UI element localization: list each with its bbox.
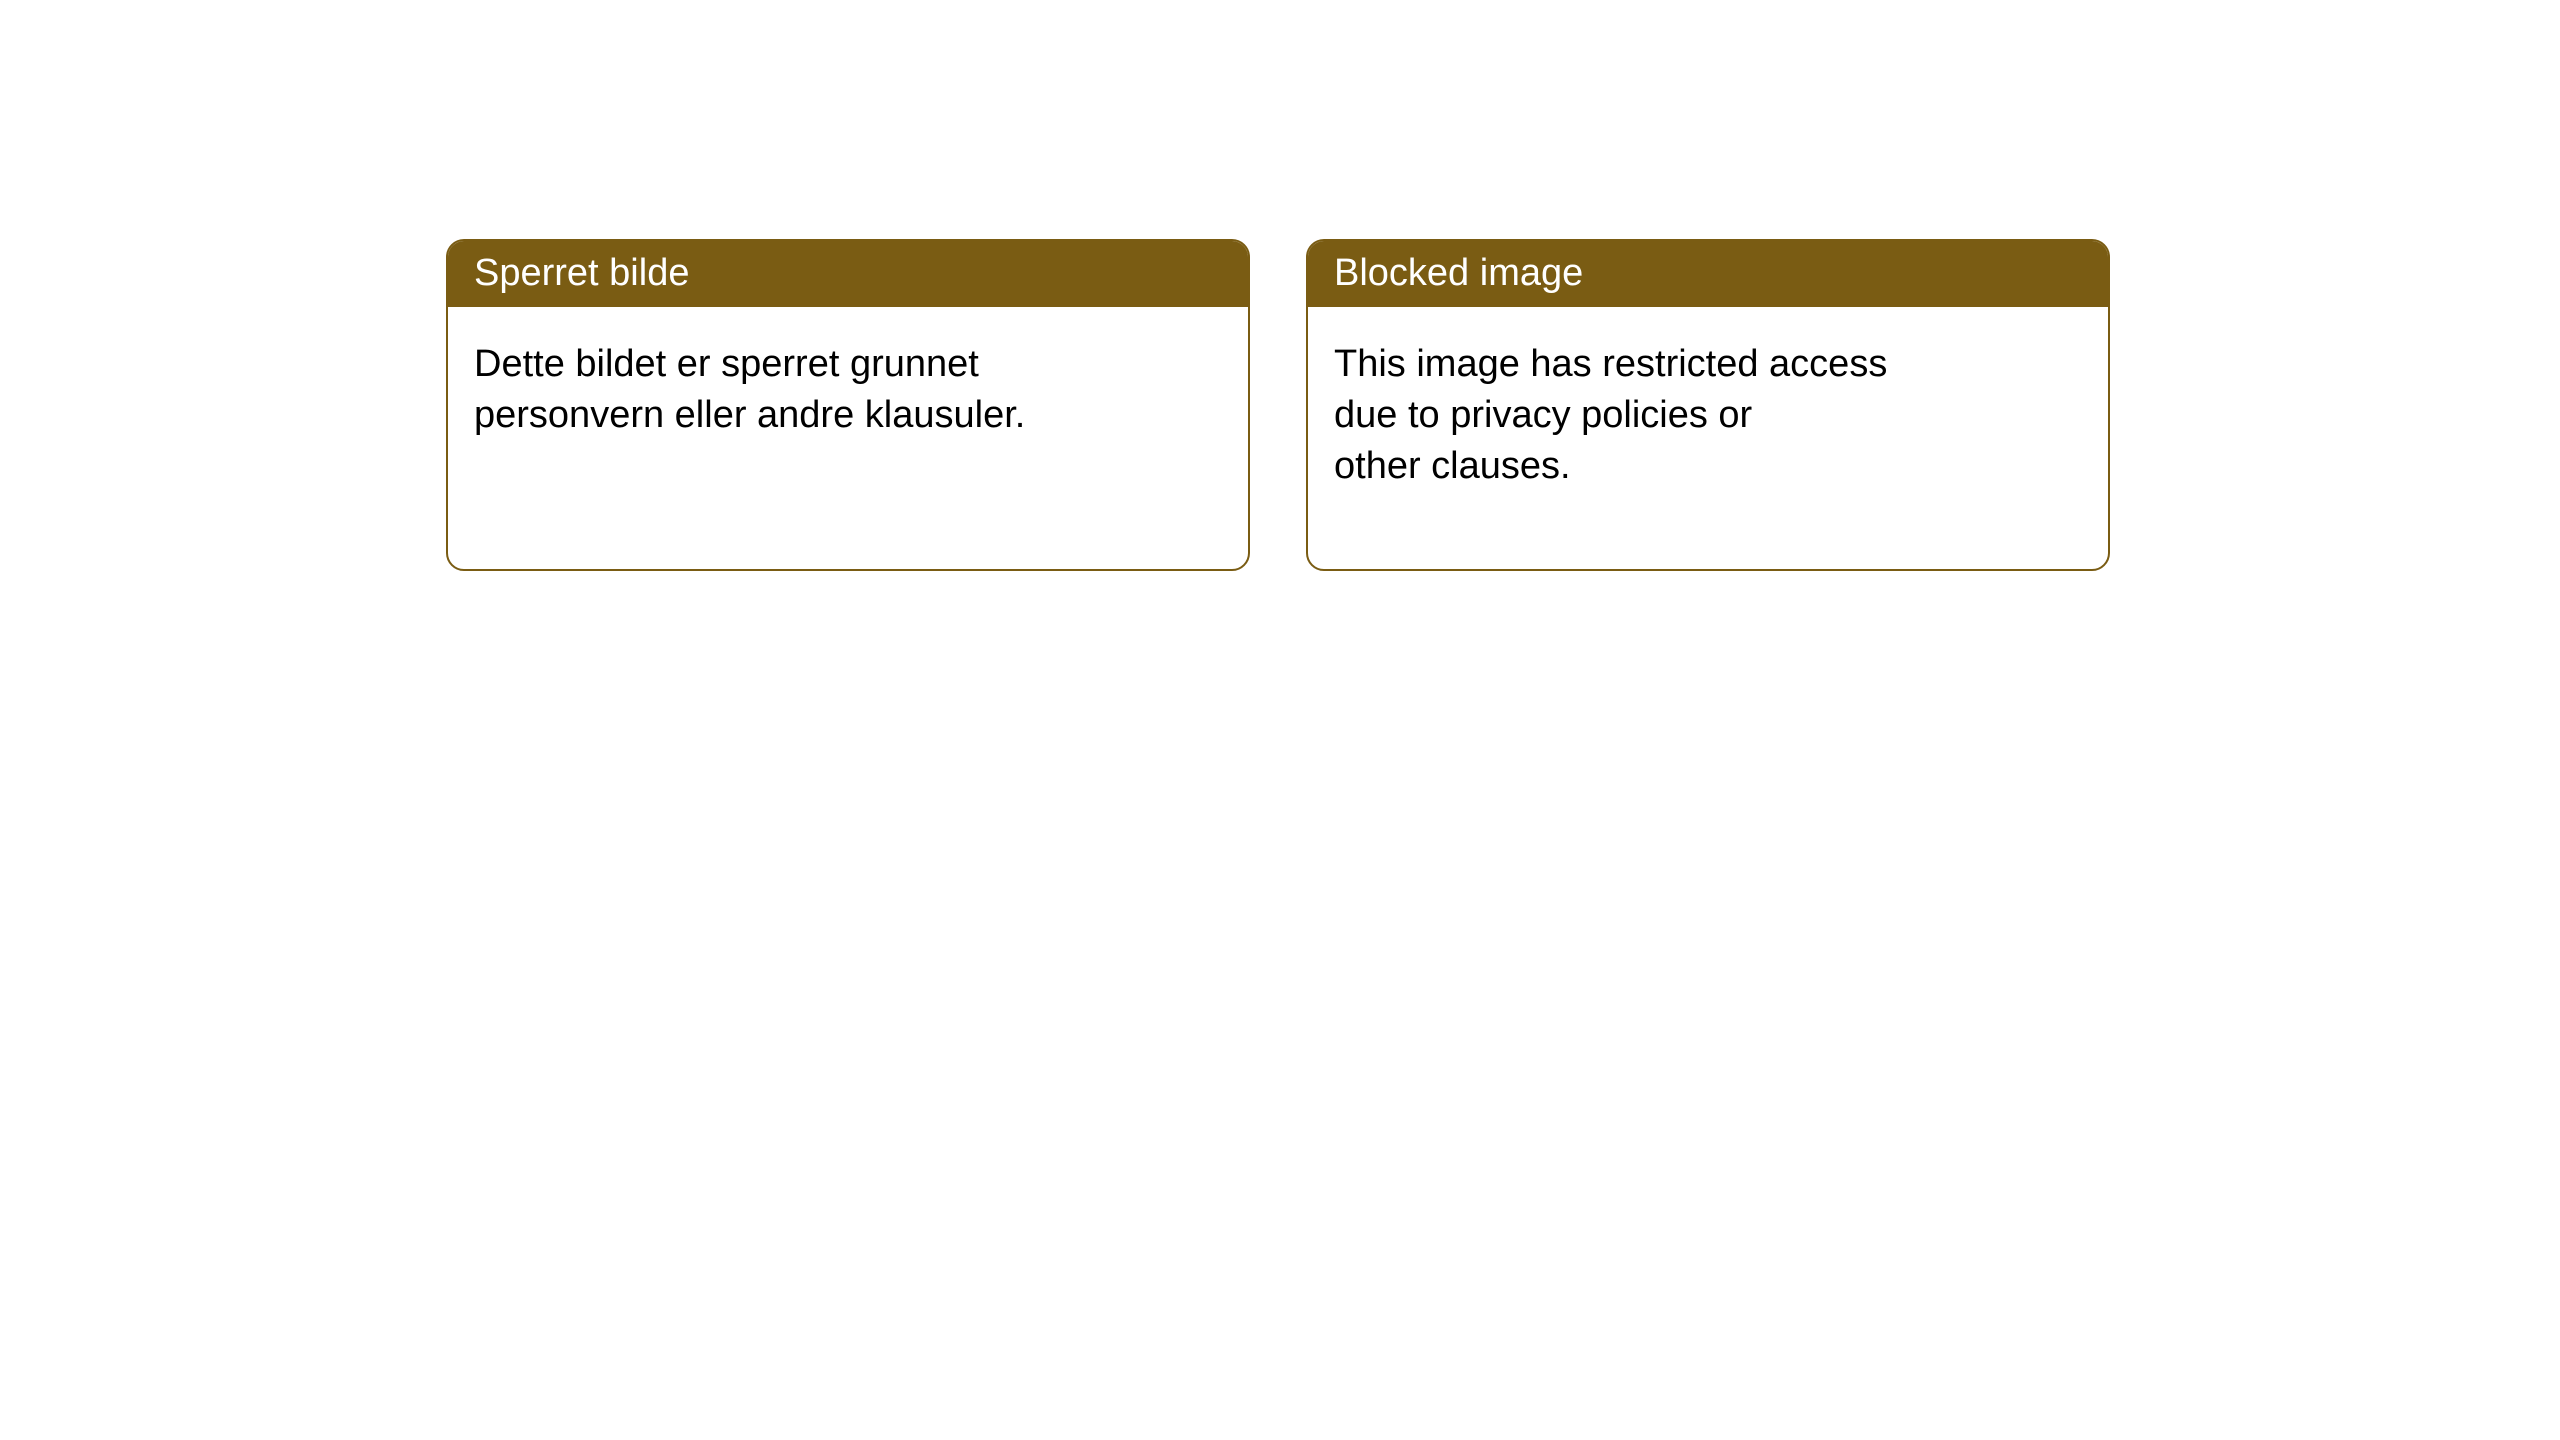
blocked-image-card-english: Blocked image This image has restricted … xyxy=(1306,239,2110,571)
blocked-image-card-norwegian: Sperret bilde Dette bildet er sperret gr… xyxy=(446,239,1250,571)
card-body-english: This image has restricted access due to … xyxy=(1308,307,2108,525)
card-header-english: Blocked image xyxy=(1308,241,2108,307)
card-header-norwegian: Sperret bilde xyxy=(448,241,1248,307)
notice-card-container: Sperret bilde Dette bildet er sperret gr… xyxy=(0,0,2560,571)
card-body-norwegian: Dette bildet er sperret grunnet personve… xyxy=(448,307,1248,474)
